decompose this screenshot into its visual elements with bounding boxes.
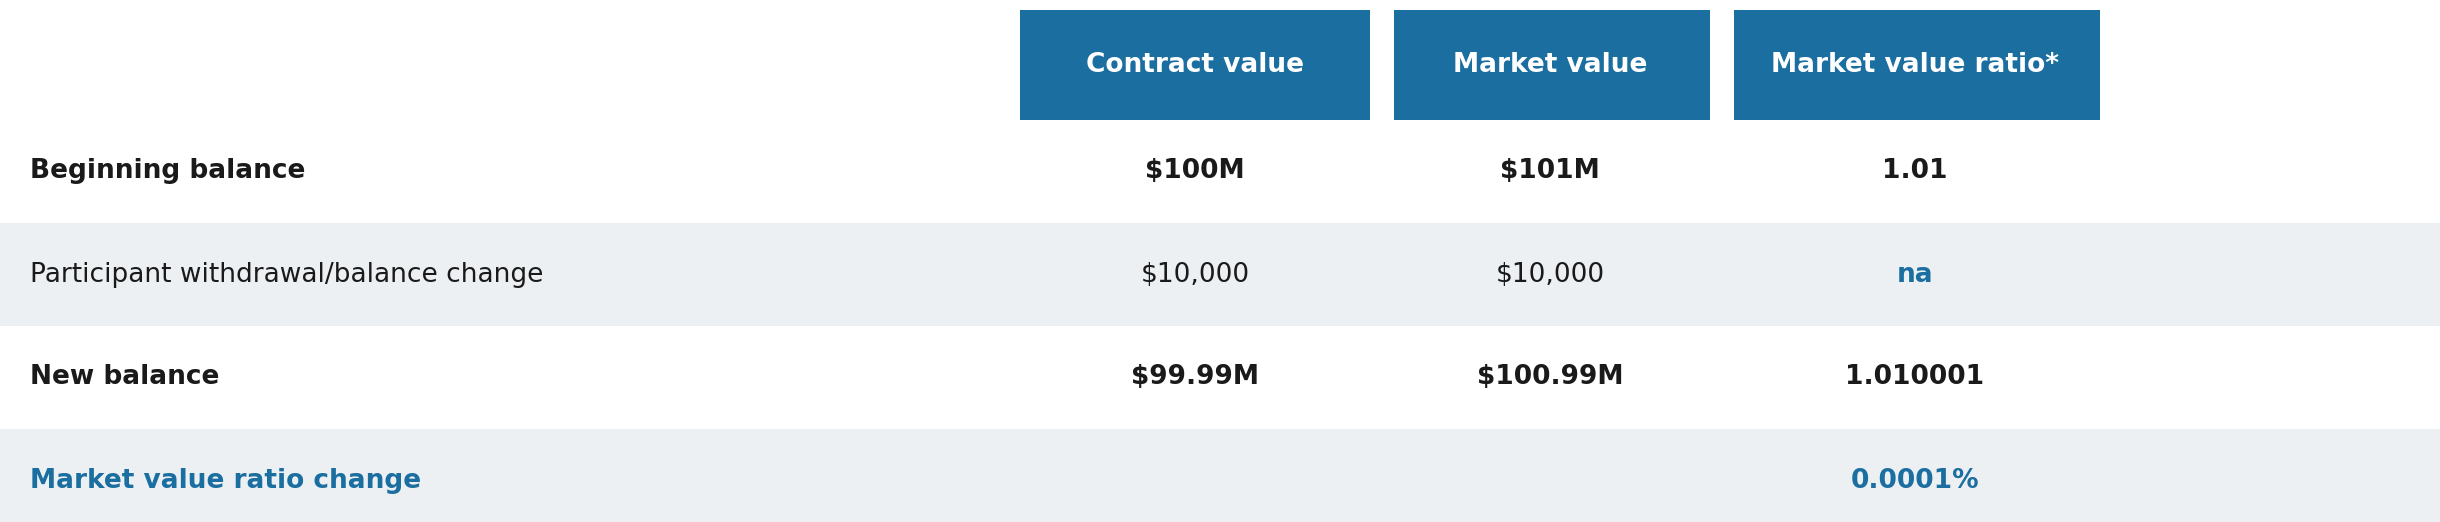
Text: Market value: Market value bbox=[1452, 52, 1647, 78]
Text: Participant withdrawal/balance change: Participant withdrawal/balance change bbox=[29, 262, 544, 288]
Bar bbox=[1393, 10, 1710, 120]
Text: Market value ratio*: Market value ratio* bbox=[1771, 52, 2059, 78]
Bar bbox=[0, 326, 2440, 429]
Text: 1.01: 1.01 bbox=[1881, 159, 1947, 184]
Text: $100M: $100M bbox=[1144, 159, 1244, 184]
Text: na: na bbox=[1896, 262, 1932, 288]
Text: New balance: New balance bbox=[29, 364, 220, 390]
Text: Market value ratio change: Market value ratio change bbox=[29, 468, 422, 493]
Bar bbox=[0, 223, 2440, 326]
Bar bbox=[1020, 10, 1369, 120]
Text: Contract value: Contract value bbox=[1086, 52, 1303, 78]
Bar bbox=[1735, 10, 2101, 120]
Text: 0.0001%: 0.0001% bbox=[1850, 468, 1979, 493]
Text: Beginning balance: Beginning balance bbox=[29, 159, 305, 184]
Text: $99.99M: $99.99M bbox=[1132, 364, 1259, 390]
Text: $10,000: $10,000 bbox=[1139, 262, 1249, 288]
Bar bbox=[0, 429, 2440, 522]
Text: 1.010001: 1.010001 bbox=[1845, 364, 1984, 390]
Text: $100.99M: $100.99M bbox=[1476, 364, 1623, 390]
Bar bbox=[0, 120, 2440, 223]
Text: $10,000: $10,000 bbox=[1496, 262, 1606, 288]
Text: $101M: $101M bbox=[1501, 159, 1601, 184]
